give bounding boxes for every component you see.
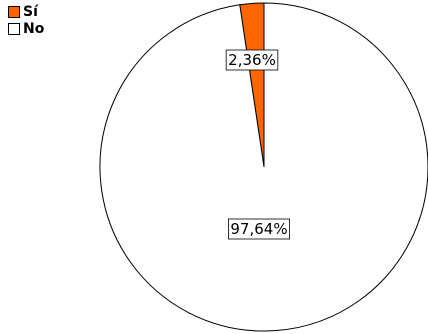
legend-item-no: No <box>8 20 44 37</box>
legend-label-no: No <box>23 20 45 37</box>
chart-legend: Sí No <box>8 3 44 37</box>
legend-swatch-no <box>8 22 20 35</box>
legend-label-si: Sí <box>23 3 38 20</box>
svg-text:2,36%: 2,36% <box>228 51 276 69</box>
data-label-si-box <box>225 49 279 71</box>
data-label-no: 97,64% <box>227 218 291 240</box>
data-label-si: 2,36% <box>225 49 279 71</box>
legend-swatch-si <box>8 5 20 18</box>
legend-item-si: Sí <box>8 3 44 20</box>
pie-slice-no <box>99 2 428 332</box>
svg-text:97,64%: 97,64% <box>230 220 287 238</box>
data-label-no-box <box>227 218 291 240</box>
